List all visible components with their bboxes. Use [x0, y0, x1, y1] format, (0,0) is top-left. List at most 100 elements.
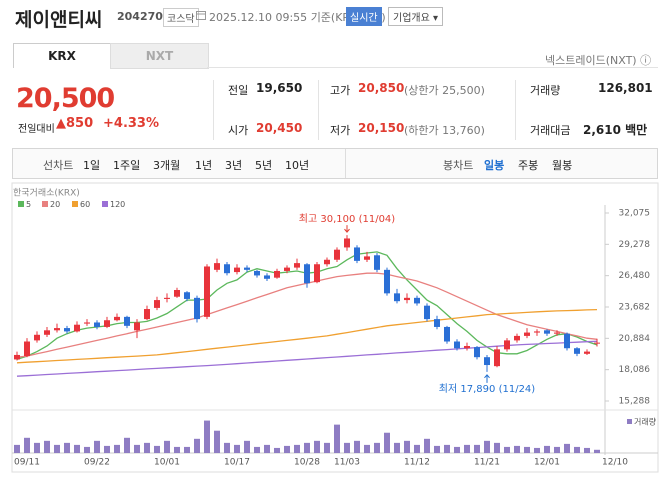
candle-body	[74, 324, 80, 332]
x-tick-label: 10/28	[294, 458, 320, 468]
y-tick-label: 18,086	[619, 365, 651, 375]
x-tick-label: 11/21	[474, 458, 500, 468]
x-tick-label: 11/12	[404, 458, 430, 468]
volume-bar	[334, 424, 340, 453]
candle-body	[174, 289, 180, 297]
candle-body	[364, 256, 370, 260]
volume-bar	[64, 442, 70, 453]
volume-bar	[24, 437, 30, 453]
y-tick-label: 32,075	[619, 209, 651, 219]
candle-body	[564, 333, 570, 349]
candle-body	[464, 345, 470, 349]
candle-body	[504, 340, 510, 350]
volume-bar	[284, 445, 290, 453]
candle-body	[584, 351, 590, 354]
realtime-button[interactable]: 실시간	[346, 7, 382, 26]
candle-body	[434, 319, 440, 327]
arrow-head	[484, 374, 490, 379]
candle-body	[94, 322, 100, 327]
current-price: 20,500	[16, 83, 115, 114]
period-option[interactable]: 1일	[83, 159, 101, 172]
volume-bar	[84, 446, 90, 453]
candle-body	[244, 267, 250, 270]
ma-line	[16, 340, 598, 377]
period-option[interactable]: 일봉	[484, 159, 505, 172]
period-option[interactable]: 주봉	[518, 159, 539, 172]
candle-body	[294, 263, 300, 268]
candle-body	[404, 297, 410, 301]
stock-code: 204270	[117, 10, 163, 23]
volume-bar	[44, 440, 50, 453]
legend-swatch	[42, 201, 48, 207]
candle-body	[134, 322, 140, 331]
change-rate: +4.33%	[103, 116, 159, 131]
volume-bar	[104, 445, 110, 453]
candle-body	[104, 320, 110, 327]
volume-bar	[484, 440, 490, 453]
candle-body	[274, 270, 280, 278]
candle-body	[44, 330, 50, 335]
period-option[interactable]: 1년	[195, 159, 213, 172]
legend-swatch	[72, 201, 78, 207]
volume-bar	[524, 446, 530, 453]
volume-bar	[304, 442, 310, 453]
x-tick-label: 12/01	[534, 458, 560, 468]
volume-bar	[474, 444, 480, 453]
volume-bar	[114, 444, 120, 453]
volume-bar	[174, 446, 180, 453]
volume-bar	[364, 444, 370, 453]
annotation-part: (11/04)	[359, 214, 396, 225]
legend-label: 60	[80, 200, 90, 209]
volume-bar	[34, 442, 40, 453]
annotation: 최저 17,890 (11/24)	[439, 383, 536, 395]
period-option[interactable]: 10년	[285, 159, 310, 172]
volume-bar	[564, 443, 570, 453]
period-option[interactable]: 3개월	[153, 159, 181, 172]
candle-body	[154, 300, 160, 308]
period-option[interactable]: 3년	[225, 159, 243, 172]
period-option[interactable]: 5년	[255, 159, 273, 172]
stat-value: 19,650	[256, 81, 303, 95]
company-info-button[interactable]: 기업개요 ▾	[388, 7, 444, 26]
nxt-link[interactable]: 넥스트레이드(NXT) ⓘ	[545, 54, 652, 67]
legend-swatch	[102, 201, 108, 207]
divider	[213, 80, 214, 140]
arrow-head	[344, 228, 350, 233]
candle-body	[524, 332, 530, 336]
y-tick-label: 23,682	[619, 302, 651, 312]
volume-bar	[594, 449, 600, 453]
nxt-link-label: 넥스트레이드(NXT)	[545, 54, 637, 67]
x-tick-label: 11/03	[334, 458, 360, 468]
candle-body	[494, 349, 500, 367]
volume-bar	[54, 444, 60, 453]
candle-body	[424, 305, 430, 320]
candle-body	[554, 332, 560, 334]
change-label: 전일대비	[18, 124, 55, 135]
volume-bar	[384, 432, 390, 453]
volume-bar	[264, 444, 270, 453]
period-option[interactable]: 1주일	[113, 159, 141, 172]
candle-body	[234, 267, 240, 273]
volume-bar	[424, 438, 430, 453]
candle-body	[454, 341, 460, 349]
candle-body	[14, 354, 20, 360]
candle-body	[374, 255, 380, 270]
company-info-label: 기업개요	[393, 13, 430, 24]
stat-value: 20,150	[358, 121, 405, 135]
x-tick-label: 09/22	[84, 458, 110, 468]
chart-frame	[11, 182, 659, 473]
tab-krx[interactable]: KRX	[13, 43, 111, 68]
volume-bar	[134, 444, 140, 453]
volume-bar	[394, 442, 400, 453]
period-option[interactable]: 월봉	[552, 159, 573, 172]
legend-swatch	[627, 419, 632, 424]
volume-bar	[514, 445, 520, 453]
volume-bar	[144, 442, 150, 453]
candle-body	[224, 264, 230, 274]
candle-body	[334, 249, 340, 260]
volume-bar	[244, 440, 250, 453]
volume-bar	[494, 442, 500, 453]
tab-nxt[interactable]: NXT	[110, 43, 209, 69]
divider	[515, 80, 516, 140]
